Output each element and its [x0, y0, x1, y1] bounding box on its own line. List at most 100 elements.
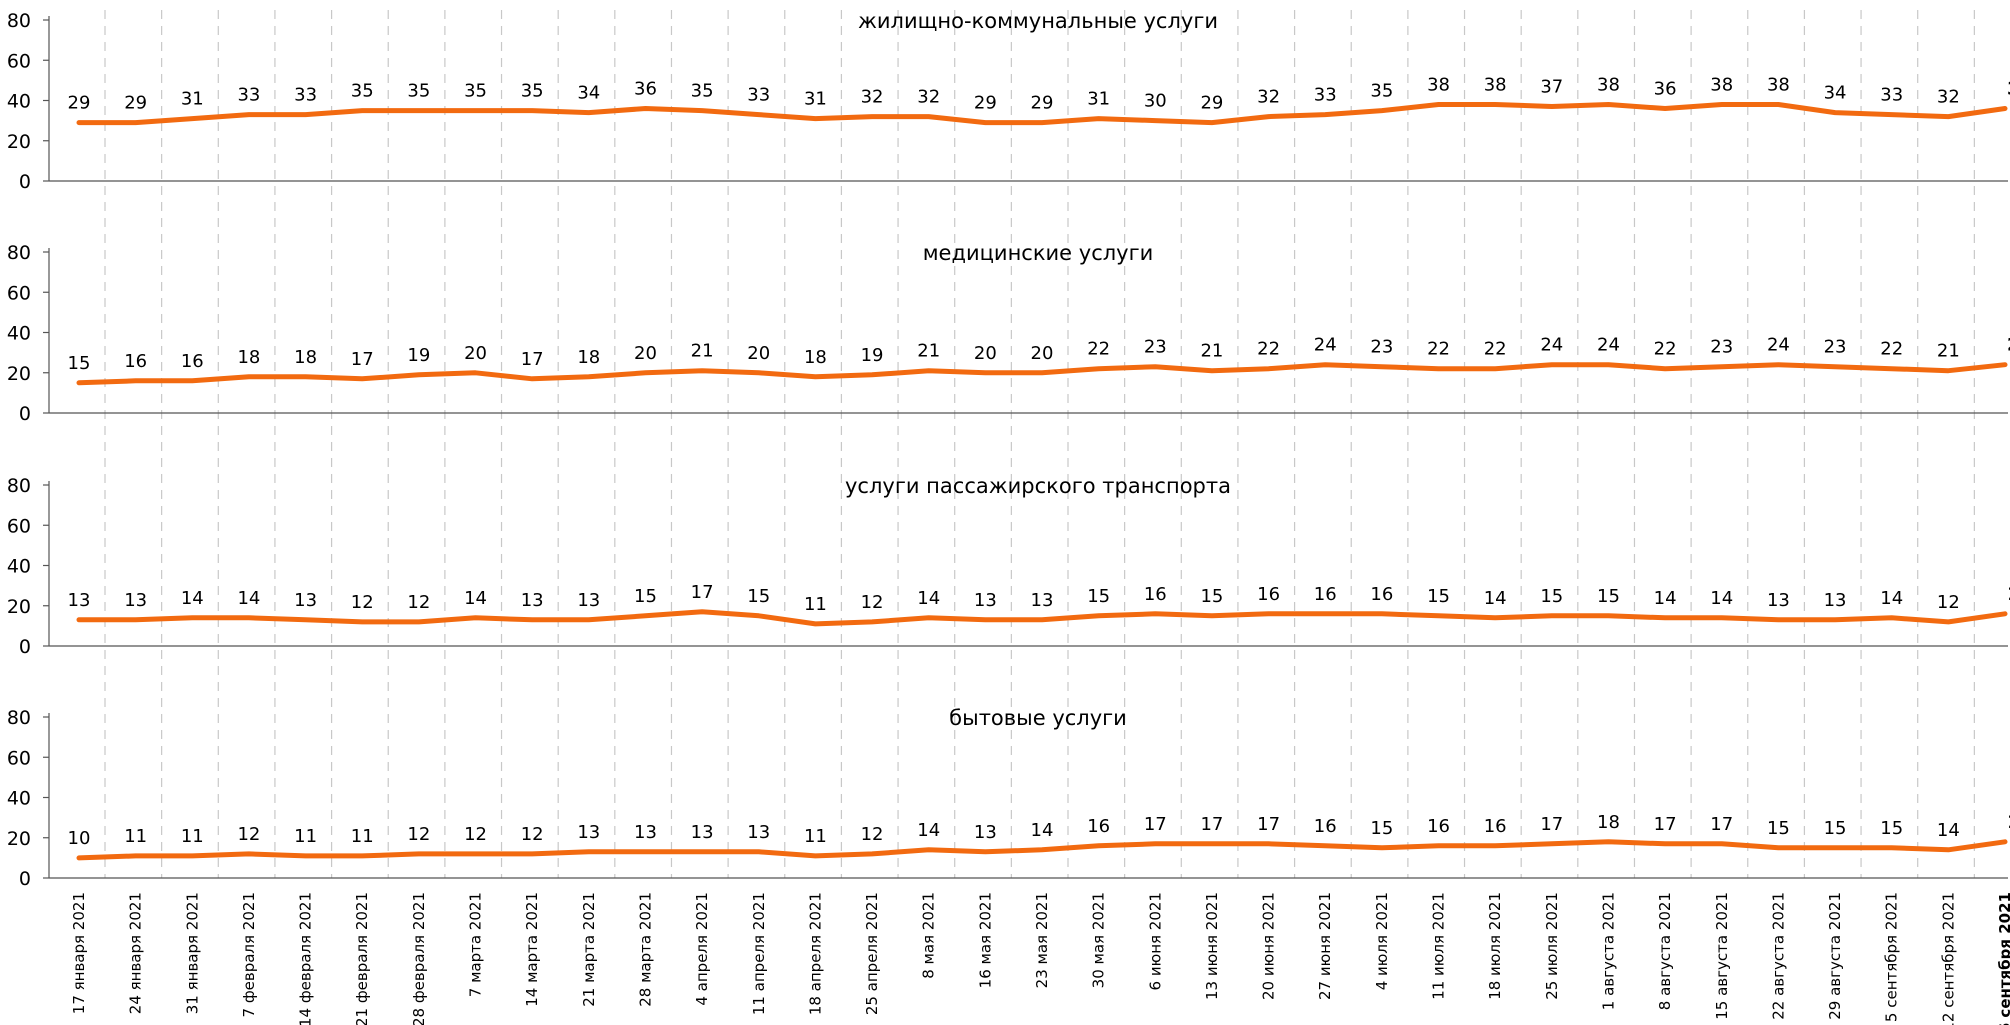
data-label: 11 [181, 826, 204, 847]
data-label: 35 [351, 81, 374, 102]
data-label: 31 [804, 89, 827, 110]
data-label: 17 [351, 349, 374, 370]
x-tick-label: 11 июля 2021 [1430, 892, 1448, 1000]
data-label: 16 [1257, 584, 1280, 605]
data-label: 14 [237, 588, 260, 609]
data-label: 22 [1427, 339, 1450, 360]
data-label: 35 [691, 81, 714, 102]
data-label: 17 [1200, 814, 1223, 835]
x-tick-label: 28 марта 2021 [636, 892, 654, 1007]
x-tick-label: 7 марта 2021 [467, 892, 485, 997]
x-tick-label: 17 января 2021 [70, 892, 88, 1014]
x-tick-label: 12 сентября 2021 [1939, 892, 1957, 1025]
y-tick-label: 0 [19, 171, 31, 193]
data-label: 14 [1484, 588, 1507, 609]
x-tick-label: 31 января 2021 [183, 892, 201, 1014]
data-label: 12 [237, 824, 260, 845]
data-label: 19 [407, 345, 430, 366]
data-label: 24 [1314, 335, 1337, 356]
data-label: 12 [861, 592, 884, 613]
data-label: 32 [1937, 87, 1960, 108]
data-label: 29 [974, 93, 997, 114]
x-tick-label: 5 сентября 2021 [1883, 892, 1901, 1022]
data-label: 13 [974, 822, 997, 843]
data-label: 17 [691, 582, 714, 603]
data-label: 38 [1710, 75, 1733, 96]
y-tick-label: 0 [19, 636, 31, 658]
data-label: 15 [1427, 586, 1450, 607]
data-label: 17 [1144, 814, 1167, 835]
data-label: 12 [861, 824, 884, 845]
x-tick-label: 26 сентября 2021 [1996, 892, 2010, 1025]
data-label: 20 [1031, 343, 1054, 364]
x-tick-label: 21 февраля 2021 [353, 892, 371, 1025]
data-label: 18 [804, 347, 827, 368]
data-label: 23 [1144, 337, 1167, 358]
panel-title: медицинские услуги [923, 241, 1154, 265]
data-label: 36 [2007, 79, 2010, 100]
data-label: 23 [1370, 337, 1393, 358]
x-tick-label: 1 августа 2021 [1599, 892, 1617, 1010]
data-label: 31 [1087, 89, 1110, 110]
data-label: 22 [1880, 339, 1903, 360]
data-label: 10 [68, 828, 91, 849]
y-tick-label: 80 [7, 707, 31, 729]
data-label: 18 [2007, 812, 2010, 833]
data-label: 21 [691, 341, 714, 362]
series-line [76, 609, 2008, 627]
x-tick-label: 23 мая 2021 [1033, 892, 1051, 988]
data-label: 11 [804, 826, 827, 847]
data-label: 13 [68, 590, 91, 611]
series-line [76, 362, 2008, 386]
data-label: 24 [2007, 335, 2010, 356]
data-label: 35 [464, 81, 487, 102]
data-label: 20 [634, 343, 657, 364]
x-tick-label: 14 марта 2021 [523, 892, 541, 1007]
x-tick-label: 8 мая 2021 [920, 892, 938, 979]
y-tick-label: 40 [7, 323, 31, 345]
x-tick-label: 4 апреля 2021 [693, 892, 711, 1006]
data-label: 13 [1824, 590, 1847, 611]
x-tick-label: 22 августа 2021 [1769, 892, 1787, 1020]
data-label: 33 [237, 85, 260, 106]
data-label: 16 [181, 351, 204, 372]
data-label: 14 [1031, 820, 1054, 841]
data-label: 18 [577, 347, 600, 368]
data-label: 12 [464, 824, 487, 845]
data-label: 16 [1427, 816, 1450, 837]
data-label: 18 [294, 347, 317, 368]
data-label: 12 [1937, 592, 1960, 613]
data-label: 24 [1767, 335, 1790, 356]
x-tick-label: 7 февраля 2021 [240, 892, 258, 1017]
data-label: 13 [521, 590, 544, 611]
data-label: 12 [351, 592, 374, 613]
y-tick-label: 20 [7, 596, 31, 618]
y-tick-label: 60 [7, 50, 31, 72]
series-line [76, 102, 2008, 126]
data-label: 15 [1370, 818, 1393, 839]
x-tick-label: 25 июля 2021 [1543, 892, 1561, 1000]
data-label: 29 [1200, 93, 1223, 114]
y-tick-label: 40 [7, 556, 31, 578]
data-label: 16 [2007, 584, 2010, 605]
data-label: 17 [1257, 814, 1280, 835]
panel-title: жилищно-коммунальные услуги [858, 9, 1218, 33]
data-label: 36 [634, 79, 657, 100]
data-label: 13 [691, 822, 714, 843]
data-label: 20 [747, 343, 770, 364]
y-tick-label: 80 [7, 242, 31, 264]
data-label: 36 [1654, 79, 1677, 100]
y-tick-label: 60 [7, 747, 31, 769]
data-label: 35 [1370, 81, 1393, 102]
data-label: 22 [1087, 339, 1110, 360]
data-label: 12 [521, 824, 544, 845]
y-tick-label: 40 [7, 91, 31, 113]
data-label: 17 [1540, 814, 1563, 835]
data-label: 15 [634, 586, 657, 607]
x-tick-label: 20 июня 2021 [1260, 892, 1278, 1000]
data-label: 15 [747, 586, 770, 607]
series-line [76, 839, 2008, 861]
data-label: 16 [124, 351, 147, 372]
data-label: 38 [1427, 75, 1450, 96]
